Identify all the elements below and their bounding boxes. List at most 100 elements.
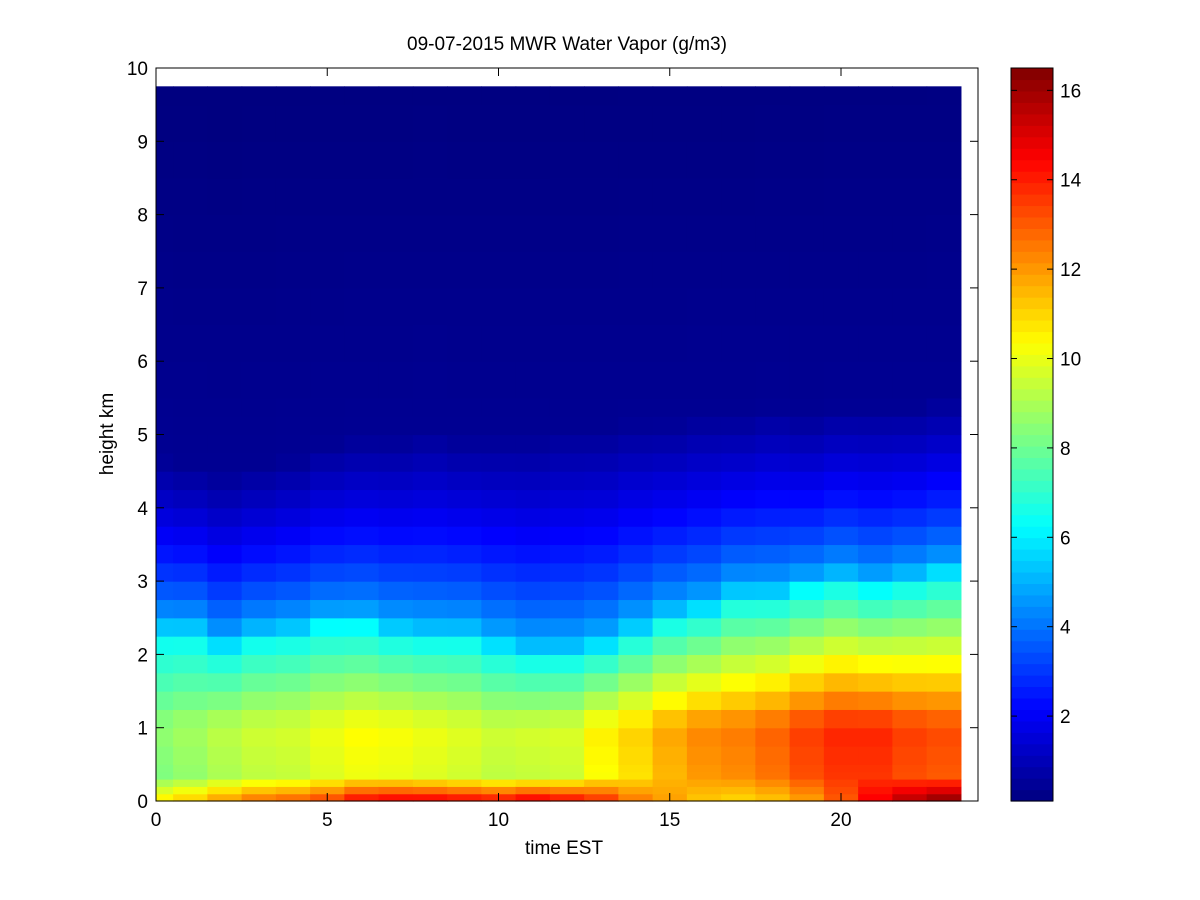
heatmap-cell — [721, 214, 756, 252]
colorbar-segment — [1011, 79, 1053, 92]
x-tick-label: 15 — [659, 810, 680, 831]
heatmap-cell — [275, 361, 311, 399]
heatmap-cell — [823, 636, 859, 655]
heatmap-cell — [755, 793, 791, 802]
heatmap-cell — [584, 104, 619, 142]
heatmap-cell — [755, 104, 791, 142]
heatmap-cell — [721, 416, 756, 436]
heatmap-cell — [686, 581, 722, 601]
x-axis-label: time EST — [525, 838, 604, 859]
heatmap-cell — [412, 544, 448, 564]
heatmap-cell — [686, 397, 722, 417]
heatmap-cell — [481, 361, 517, 399]
heatmap-cell — [275, 544, 311, 564]
heatmap-cell — [549, 654, 585, 674]
heatmap-cell — [618, 636, 654, 655]
heatmap-cell — [173, 562, 208, 582]
heatmap-cell — [275, 471, 311, 491]
heatmap-cell — [858, 617, 893, 637]
heatmap-cell — [412, 214, 448, 252]
heatmap-cell — [721, 86, 756, 106]
heatmap-cell — [515, 786, 551, 795]
heatmap-cell — [515, 86, 551, 106]
colorbar-segment — [1011, 606, 1053, 619]
heatmap-cell — [156, 581, 174, 601]
heatmap-cell — [549, 636, 585, 655]
heatmap-cell — [207, 507, 243, 527]
heatmap-cell — [892, 324, 928, 362]
heatmap-cell — [156, 779, 174, 787]
heatmap-cell — [926, 507, 962, 527]
heatmap-cell — [926, 526, 962, 546]
heatmap-cell — [412, 86, 448, 106]
heatmap-cell — [378, 86, 414, 106]
heatmap-cell — [755, 397, 791, 417]
heatmap-cell — [721, 287, 756, 326]
heatmap-cell — [789, 397, 825, 417]
heatmap-cell — [823, 214, 859, 252]
heatmap-cell — [721, 507, 756, 527]
heatmap-cell — [481, 324, 517, 362]
heatmap-cell — [412, 104, 448, 142]
heatmap-cell — [721, 544, 756, 564]
heatmap-cell — [755, 581, 791, 601]
colorbar-segment — [1011, 514, 1053, 527]
heatmap-cell — [789, 779, 825, 787]
heatmap-cell — [686, 654, 722, 674]
colorbar-segment — [1011, 537, 1053, 550]
y-tick-label: 6 — [137, 352, 148, 373]
heatmap-cell — [275, 793, 311, 802]
heatmap-cell — [584, 727, 619, 747]
heatmap-cell — [207, 581, 243, 601]
heatmap-cell — [652, 324, 688, 362]
heatmap-cell — [789, 287, 825, 326]
heatmap-cell — [207, 691, 243, 710]
heatmap-cell — [275, 489, 311, 509]
heatmap-cell — [447, 177, 482, 216]
heatmap-cell — [156, 361, 174, 399]
heatmap-cell — [173, 434, 208, 454]
heatmap-cell — [207, 214, 243, 252]
heatmap-cell — [378, 141, 414, 179]
heatmap-cell — [378, 746, 414, 765]
heatmap-cell — [549, 617, 585, 637]
heatmap-cell — [515, 771, 551, 780]
heatmap-cell — [721, 324, 756, 362]
heatmap-cell — [156, 489, 174, 509]
heatmap-cell — [241, 764, 277, 773]
heatmap-cell — [173, 214, 208, 252]
heatmap-cell — [412, 746, 448, 765]
heatmap-cell — [310, 779, 345, 787]
heatmap-cell — [618, 599, 654, 619]
heatmap-cell — [156, 793, 174, 802]
heatmap-cell — [584, 793, 619, 802]
heatmap-cell — [173, 471, 208, 491]
heatmap-cell — [515, 544, 551, 564]
heatmap-cell — [156, 104, 174, 142]
heatmap-cell — [515, 361, 551, 399]
heatmap-cell — [481, 771, 517, 780]
heatmap-cell — [447, 416, 482, 436]
heatmap-cell — [686, 416, 722, 436]
heatmap-cell — [515, 434, 551, 454]
heatmap-cell — [275, 709, 311, 729]
heatmap-cell — [378, 526, 414, 546]
heatmap-cell — [378, 214, 414, 252]
heatmap-cell — [549, 771, 585, 780]
heatmap-cell — [310, 397, 345, 417]
heatmap-cell — [275, 526, 311, 546]
heatmap-cell — [481, 214, 517, 252]
heatmap-cell — [344, 434, 380, 454]
heatmap-cell — [241, 104, 277, 142]
heatmap-cell — [481, 599, 517, 619]
heatmap-cell — [618, 746, 654, 765]
heatmap-cell — [892, 581, 928, 601]
heatmap-cell — [618, 771, 654, 780]
x-tick-label: 0 — [151, 810, 162, 831]
heatmap-cell — [549, 544, 585, 564]
heatmap-cell — [926, 786, 962, 795]
heatmap-cell — [892, 141, 928, 179]
heatmap-cell — [892, 287, 928, 326]
heatmap-cell — [275, 214, 311, 252]
heatmap-cell — [344, 452, 380, 472]
